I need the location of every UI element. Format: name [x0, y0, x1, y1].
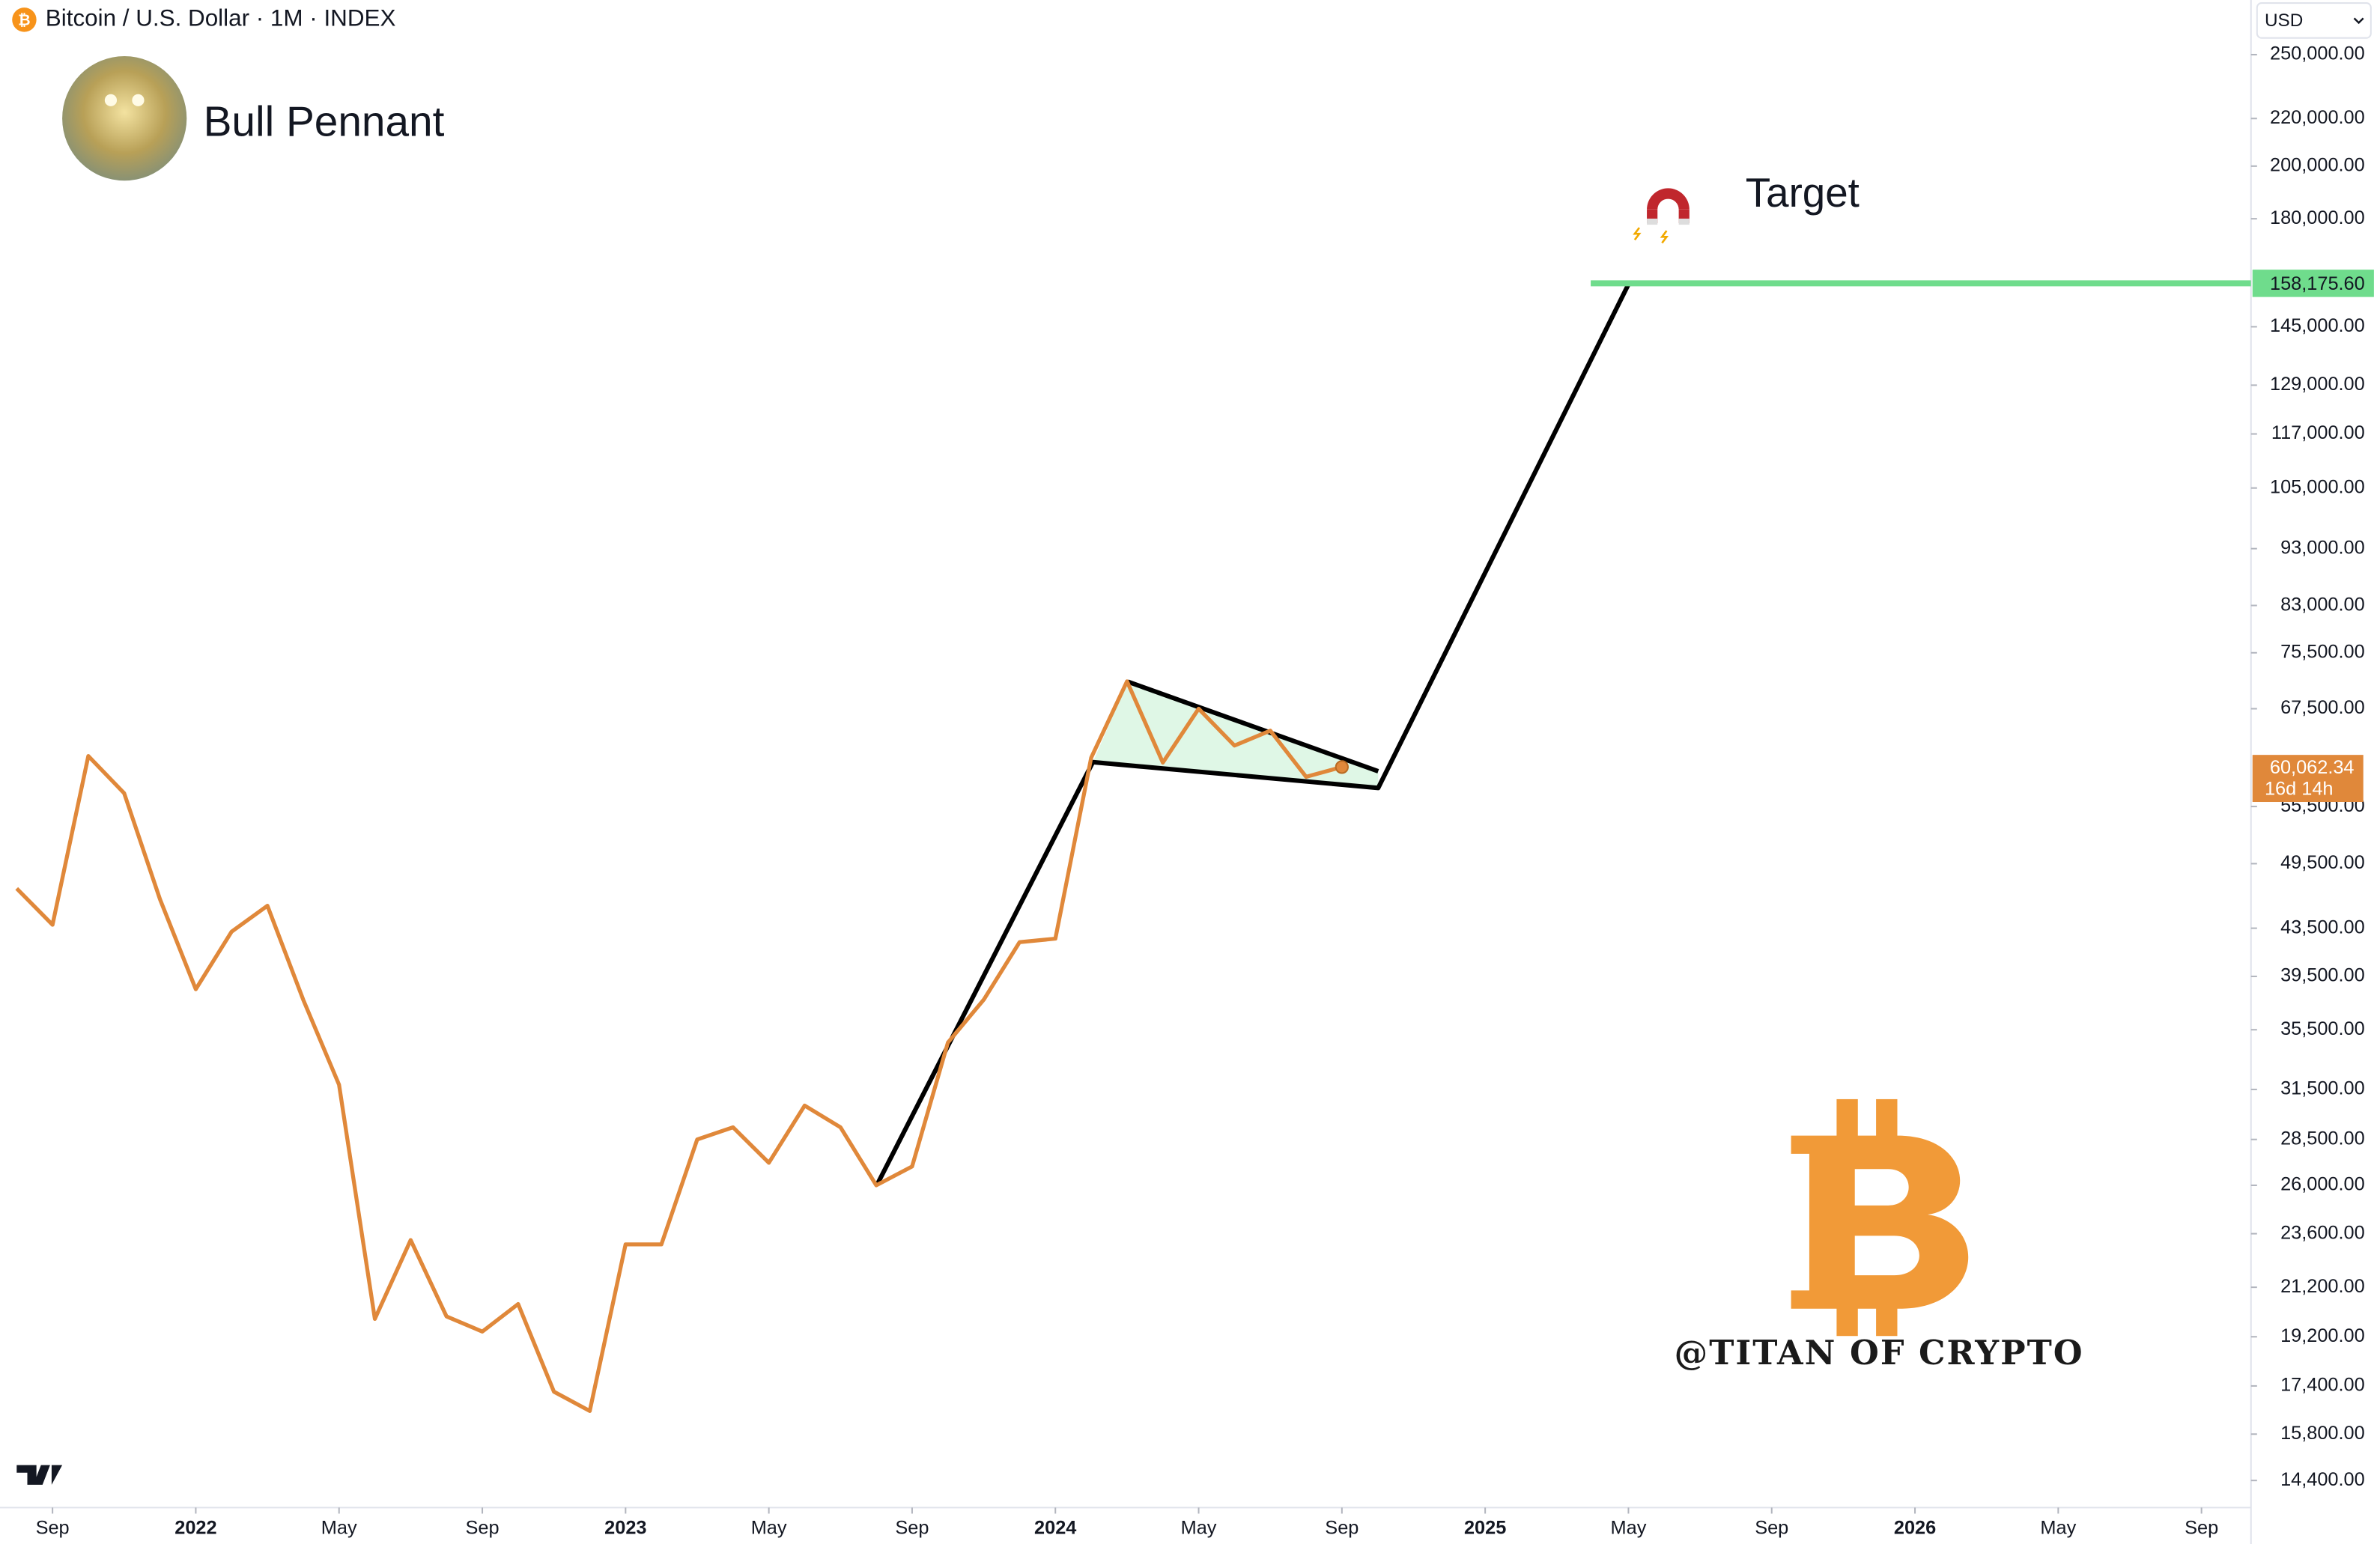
y-tick-label: 15,800.00 — [2280, 1423, 2365, 1444]
x-tick-label: May — [321, 1517, 357, 1538]
countdown-label: 16d 14h — [2265, 778, 2334, 799]
last-price-label: 60,062.34 — [2270, 757, 2355, 778]
x-tick-label: 2026 — [1894, 1517, 1936, 1538]
price-line — [15, 679, 1343, 1413]
y-tick-label: 35,500.00 — [2280, 1018, 2365, 1039]
x-tick-label: May — [1611, 1517, 1647, 1538]
y-tick-label: 67,500.00 — [2280, 697, 2365, 718]
avatar — [62, 56, 187, 181]
x-tick-label: Sep — [2185, 1517, 2218, 1538]
y-tick-label: 14,400.00 — [2280, 1469, 2365, 1490]
y-tick-label: 105,000.00 — [2270, 476, 2365, 497]
currency-caret — [2353, 17, 2364, 25]
y-tick-label: 49,500.00 — [2280, 852, 2365, 873]
y-tick-label: 21,200.00 — [2280, 1276, 2365, 1297]
target-label: Target — [1746, 169, 1860, 216]
tradingview-logo — [16, 1465, 63, 1485]
last-price-box — [2252, 755, 2364, 803]
x-tick-label: 2025 — [1464, 1517, 1506, 1538]
y-tick-label: 220,000.00 — [2270, 107, 2365, 128]
x-tick-label: 2024 — [1034, 1517, 1076, 1538]
chart-title: Bitcoin / U.S. Dollar · 1M · INDEX — [46, 5, 396, 31]
x-tick-label: 2022 — [174, 1517, 216, 1538]
y-tick-label: 28,500.00 — [2280, 1128, 2365, 1149]
x-tick-label: May — [1181, 1517, 1217, 1538]
y-tick-label: 145,000.00 — [2270, 315, 2365, 336]
y-tick-label: 250,000.00 — [2270, 43, 2365, 64]
avatar-eye — [104, 94, 118, 106]
x-tick-label: Sep — [1325, 1517, 1359, 1538]
y-tick-label: 26,000.00 — [2280, 1174, 2365, 1195]
y-tick-label: 83,000.00 — [2280, 594, 2365, 615]
y-tick-label: 117,000.00 — [2271, 422, 2365, 443]
target-price-label: 158,175.60 — [2270, 273, 2365, 294]
y-tick-label: 19,200.00 — [2280, 1325, 2365, 1346]
y-tick-label: 39,500.00 — [2280, 965, 2365, 986]
avatar-eye — [132, 94, 145, 106]
last-point — [1335, 760, 1349, 774]
pennant-upper-line — [1126, 679, 1379, 773]
y-tick-label: 93,000.00 — [2280, 537, 2365, 558]
watermark: @TITAN OF CRYPTO — [1675, 1333, 2084, 1373]
y-tick-label: 180,000.00 — [2270, 207, 2365, 228]
x-tick-label: 2023 — [604, 1517, 646, 1538]
y-tick-label: 23,600.00 — [2280, 1222, 2365, 1243]
x-tick-label: May — [2040, 1517, 2076, 1538]
symbol-icon-glyph: ₿ — [18, 13, 31, 29]
target-price-box — [2252, 270, 2374, 297]
currency-label[interactable]: USD — [2265, 10, 2303, 31]
y-tick-label: 17,400.00 — [2280, 1375, 2365, 1396]
x-tick-label: Sep — [895, 1517, 929, 1538]
bitcoin-logo — [1791, 1098, 1969, 1337]
x-tick-label: Sep — [1755, 1517, 1788, 1538]
magnet-icon — [1633, 188, 1690, 244]
y-tick-label: 43,500.00 — [2280, 917, 2365, 937]
x-tick-label: May — [751, 1517, 787, 1538]
y-tick-label: 75,500.00 — [2280, 641, 2365, 662]
symbol-icon — [12, 7, 37, 32]
trend-line — [875, 282, 1631, 1185]
currency-selector[interactable] — [2256, 2, 2372, 39]
y-tick-label: 31,500.00 — [2280, 1078, 2365, 1099]
x-tick-label: Sep — [36, 1517, 70, 1538]
y-tick-label: 200,000.00 — [2270, 155, 2365, 176]
x-tick-label: Sep — [465, 1517, 499, 1538]
pattern-label: Bull Pennant — [204, 98, 445, 145]
y-tick-label: 129,000.00 — [2270, 374, 2365, 395]
